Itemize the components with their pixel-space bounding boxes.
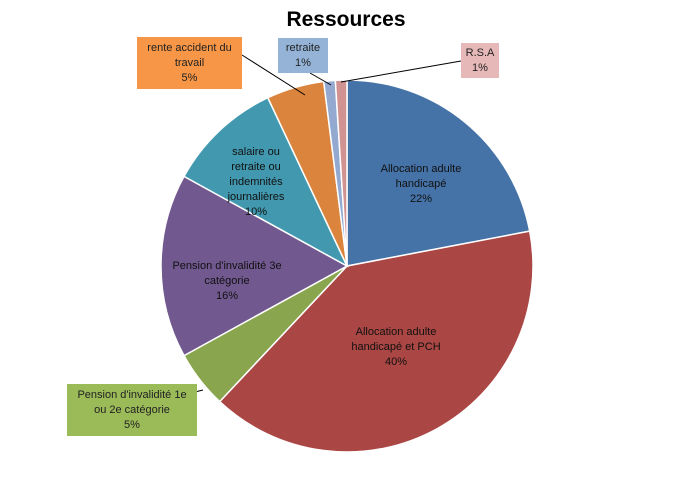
slice-label-line: Pension d'invalidité 3e (172, 259, 282, 272)
slice-label-line: indemnités (229, 175, 283, 188)
slice-label: salaire ou retraite ou indemnités journaliè… (176, 145, 336, 220)
slice-percent: 5% (181, 71, 198, 84)
slice-label: Allocation adulte handicapé 22% (341, 162, 501, 207)
slice-label-line: R.S.A (465, 46, 495, 59)
slice-label-line: salaire ou (232, 145, 280, 158)
slice-percent: 1% (295, 56, 311, 69)
leader-line (309, 72, 332, 86)
pie-slice (182, 96, 349, 268)
slice-label-line: Pension d'invalidité 1e (77, 388, 187, 401)
slice-label-line: handicapé et PCH (351, 340, 441, 353)
pie-slice (160, 175, 349, 357)
slice-label-line: retraite (285, 41, 321, 54)
slice-percent: 40% (384, 355, 408, 368)
slice-label: Pension d'invalidité 3e catégorie 16% (147, 259, 307, 304)
slice-label-line: retraite ou (231, 160, 281, 173)
slice-callout: rente accident du travail 5% (137, 37, 242, 89)
slice-label-line: journalières (227, 190, 285, 203)
slice-label-line: Allocation adulte (380, 162, 462, 175)
slice-label-line: rente accident du (147, 41, 232, 54)
slice-callout: retraite 1% (278, 38, 328, 73)
slice-percent: 10% (244, 205, 268, 218)
slice-label-line: catégorie (204, 274, 250, 287)
leader-line (340, 60, 462, 83)
leader-line (241, 54, 306, 96)
chart-title: Ressources (286, 8, 406, 31)
slice-label: Allocation adulte handicapé et PCH 40% (316, 325, 476, 370)
slice-percent: 5% (124, 418, 140, 431)
slice-callout: Pension d'invalidité 1e ou 2e catégorie 5% (67, 384, 197, 436)
pie-slice (218, 230, 534, 453)
slice-label-line: travail (174, 56, 205, 69)
slice-percent: 16% (215, 289, 239, 302)
slice-label-line: ou 2e catégorie (94, 403, 170, 416)
slice-label-line: Allocation adulte (355, 325, 437, 338)
slice-label-line: handicapé (395, 177, 447, 190)
slice-callout: R.S.A 1% (461, 43, 499, 78)
slice-percent: 1% (472, 61, 488, 74)
pie-slice (334, 79, 348, 267)
pie-slice (346, 79, 531, 267)
slice-percent: 22% (409, 192, 433, 205)
